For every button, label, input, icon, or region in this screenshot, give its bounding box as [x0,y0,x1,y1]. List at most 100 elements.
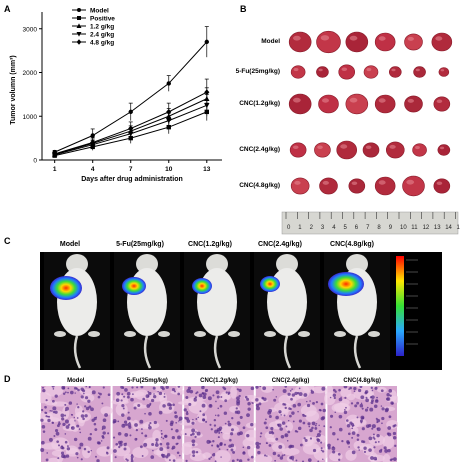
tumor-highlight [415,146,420,150]
tumor-highlight [322,98,329,103]
tumor-highlight [439,146,445,150]
ruler-body [281,211,459,235]
mouse-tail [353,335,362,369]
tissue-patch [133,404,148,409]
nucleus [358,449,360,451]
nucleus [45,399,48,402]
nucleus [257,450,261,455]
nucleus [356,401,360,405]
tumor-highlight [293,97,301,103]
nucleus [161,387,165,391]
histology-tile [250,386,329,462]
nucleus [316,432,321,437]
nucleus [317,460,320,462]
nucleus [134,437,138,441]
legend-marker [76,32,82,37]
nucleus [192,443,195,447]
nucleus [334,411,337,414]
nucleus [90,407,94,412]
nucleus [340,396,342,399]
nucleus [150,455,155,459]
mouse-foot [124,331,136,337]
nucleus [268,431,272,435]
nucleus [289,390,292,392]
nucleus [377,441,380,443]
nucleus [334,390,337,393]
nucleus [316,435,318,438]
nucleus [64,391,67,394]
tumor-highlight [293,35,301,41]
nucleus [372,433,375,436]
nucleus [344,408,346,411]
nucleus [306,400,308,403]
nucleus [208,403,213,408]
histology-label: 5-Fu(25mg/kg) [126,378,168,384]
nucleus [170,420,174,425]
nucleus [172,403,175,407]
nucleus [141,432,144,435]
mouse-tail [143,335,152,369]
tumor [433,178,451,194]
nucleus [291,388,293,390]
nucleus [220,456,222,458]
tissue-patch [47,457,60,462]
nucleus [345,406,347,409]
nucleus [292,420,295,423]
nucleus [186,389,191,393]
nucleus [219,442,223,447]
nucleus [329,396,332,399]
nucleus [165,419,168,422]
x-axis-label: Days after drug administration [81,176,183,183]
nucleus [386,397,391,401]
tumor [319,177,338,195]
tumor [404,33,423,51]
nucleus [381,422,383,425]
nucleus [374,386,378,390]
histology-label: Model [67,378,85,384]
tumor [438,67,450,77]
tumor-highlight [349,35,358,41]
ruler-number: 1 [298,225,302,231]
nucleus [329,426,332,429]
tumor-highlight [378,36,386,41]
nucleus [94,455,97,458]
ruler-number: 10 [400,225,407,231]
nucleus [250,455,254,459]
nucleus [308,425,311,428]
tissue-patch [382,453,391,462]
nucleus [250,422,254,427]
nucleus [76,424,80,428]
nucleus [255,445,260,449]
nucleus [224,399,228,403]
nucleus [381,416,385,421]
nucleus [155,438,159,442]
mouse-foot [368,331,380,337]
nucleus [214,414,217,417]
nucleus [388,389,393,393]
nucleus [58,421,60,423]
panel-a-letter: A [4,4,11,14]
nucleus [185,412,189,416]
tissue-patch [48,410,65,422]
data-point [204,89,210,96]
nucleus [96,441,101,445]
tissue-patch [254,454,273,462]
nucleus [394,444,397,447]
nucleus [148,424,151,427]
nucleus [346,441,350,445]
tumor [363,65,379,79]
nucleus [366,406,369,409]
tumor-highlight [341,67,348,71]
nucleus [184,433,187,436]
nucleus [218,431,221,434]
data-point [90,133,95,138]
nucleus [302,421,306,425]
nucleus [338,414,343,419]
tissue-patch [111,399,129,405]
nucleus [210,428,213,431]
nucleus [299,443,303,447]
legend-label: 1.2 g/kg [90,23,114,30]
nucleus [373,446,376,449]
data-point [204,103,210,109]
nucleus [80,387,84,392]
